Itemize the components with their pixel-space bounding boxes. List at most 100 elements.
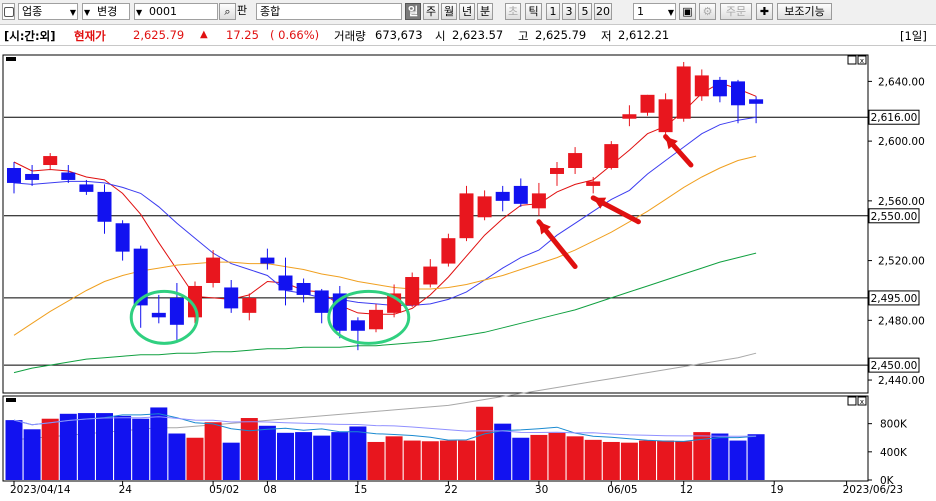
code-input-value: 0001: [149, 5, 177, 18]
interval-3-button[interactable]: 3: [562, 3, 576, 20]
gear-icon[interactable]: ⚙: [699, 3, 716, 20]
current-price-value: 2,625.79: [133, 28, 185, 42]
candle-body: [513, 185, 528, 204]
candle-body: [423, 266, 438, 285]
candle-body: [622, 114, 637, 119]
y-tick-label: 2,560.00: [878, 196, 925, 208]
x-tick-label: 12: [680, 484, 693, 496]
volume-bar: [96, 413, 113, 480]
period-week-button[interactable]: 주: [423, 3, 439, 20]
volume-average-line: [13, 416, 757, 437]
svg-text:x: x: [860, 398, 864, 406]
chevron-down-icon: ▼: [667, 8, 674, 17]
moving-average-line: [13, 82, 757, 315]
highlight-circle: [327, 289, 411, 345]
volume-bar: [657, 440, 675, 480]
volume-bar: [295, 432, 313, 480]
candle-body: [43, 156, 58, 166]
volume-bar: [258, 425, 276, 480]
link-icon[interactable]: [2, 3, 15, 20]
interval-20-button[interactable]: 20: [594, 3, 612, 20]
volume-tick-label: 0K: [880, 475, 895, 487]
low-label: 저: [601, 29, 612, 43]
panel-drag-handle[interactable]: [6, 398, 16, 402]
order-button[interactable]: 주문: [720, 3, 752, 20]
volume-bar: [222, 442, 240, 480]
y-tick-label: 2,520.00: [878, 256, 925, 268]
candle-body: [495, 191, 510, 201]
period-tick-button[interactable]: 틱: [525, 3, 542, 20]
search-icon: ⌕: [224, 5, 231, 18]
period-day-button[interactable]: 일: [405, 3, 421, 20]
annotation-arrow-head: [593, 197, 607, 209]
level-label-box: [868, 208, 920, 224]
triangle-up-icon: ▲: [200, 29, 208, 40]
candle-body: [640, 94, 655, 113]
change-value: 17.25: [226, 28, 259, 42]
volume-panel-window-controls[interactable]: x: [847, 396, 867, 406]
candle-body: [260, 257, 275, 264]
volume-bar: [132, 418, 150, 480]
candle-body: [188, 285, 202, 318]
price-panel-window-controls[interactable]: x: [847, 55, 867, 65]
code-input[interactable]: ▼ 0001: [134, 3, 218, 20]
x-tick-label: 22: [444, 484, 457, 496]
chevron-down-icon: ▼: [136, 8, 143, 17]
volume-bar: [584, 439, 602, 480]
interval-1-button[interactable]: 1: [546, 3, 560, 20]
x-tick-label: 05/02: [209, 484, 239, 496]
highlight-circle: [129, 289, 199, 345]
moving-average-line: [13, 252, 757, 374]
volume-bar: [186, 437, 204, 480]
chevron-down-icon: ▼: [84, 8, 91, 17]
y-tick-label: 2,600.00: [878, 136, 925, 148]
volume-bar: [41, 418, 59, 480]
count-select[interactable]: 1 ▼: [633, 3, 676, 20]
volume-bar: [439, 440, 457, 480]
high-value: 2,625.79: [535, 28, 587, 42]
volume-bar: [711, 433, 729, 480]
candle-body: [550, 168, 564, 174]
period-minute-button[interactable]: 분: [477, 3, 493, 20]
y-tick-label: 2,440.00: [878, 375, 925, 387]
level-label: 2,616.00: [871, 112, 918, 124]
period-month-button[interactable]: 월: [441, 3, 457, 20]
candle-body: [586, 181, 601, 186]
candle-body: [169, 297, 184, 325]
candle-body: [676, 66, 691, 119]
volume-bar: [240, 418, 258, 480]
volume-bar: [566, 436, 584, 480]
candle-body: [712, 79, 727, 97]
candle-body: [477, 196, 492, 218]
volume-bar: [747, 434, 765, 480]
level-label-box: [868, 357, 920, 373]
volume-bar: [59, 413, 77, 480]
level-label-box: [868, 109, 920, 125]
level-label-box: [868, 290, 920, 306]
level-label: 2,450.00: [871, 360, 918, 372]
change-select[interactable]: ▼ 변경: [82, 3, 130, 20]
price-volume-chart[interactable]: x x 2,616.00 2,550.00 2,495.00 2,450.00 2,6…: [0, 47, 936, 498]
save-icon[interactable]: ▣: [679, 3, 696, 20]
candle-body: [7, 168, 21, 183]
volume-value: 673,673: [375, 28, 423, 42]
panel-drag-handle[interactable]: [6, 57, 16, 61]
volume-bar: [204, 422, 222, 480]
aux-function-button[interactable]: 보조기능: [777, 3, 832, 20]
name-input[interactable]: 종합: [256, 3, 402, 20]
candle-body: [133, 248, 148, 306]
market-select[interactable]: 업종 ▼: [18, 3, 78, 20]
volume-bar: [5, 420, 23, 480]
interval-5-button[interactable]: 5: [578, 3, 592, 20]
period-second-button[interactable]: 초: [505, 3, 521, 20]
volume-bar: [403, 440, 421, 480]
search-button[interactable]: ⌕: [219, 3, 236, 20]
period-year-button[interactable]: 년: [459, 3, 475, 20]
plus-icon[interactable]: ✚: [756, 3, 773, 20]
chart-area[interactable]: x x 2,616.00 2,550.00 2,495.00 2,450.00 2,6…: [0, 47, 936, 498]
candle-body: [749, 99, 764, 104]
volume-bar: [77, 413, 95, 480]
x-tick-label: 19: [770, 484, 783, 496]
x-tick-label: 30: [535, 484, 548, 496]
volume-bar: [512, 437, 530, 480]
